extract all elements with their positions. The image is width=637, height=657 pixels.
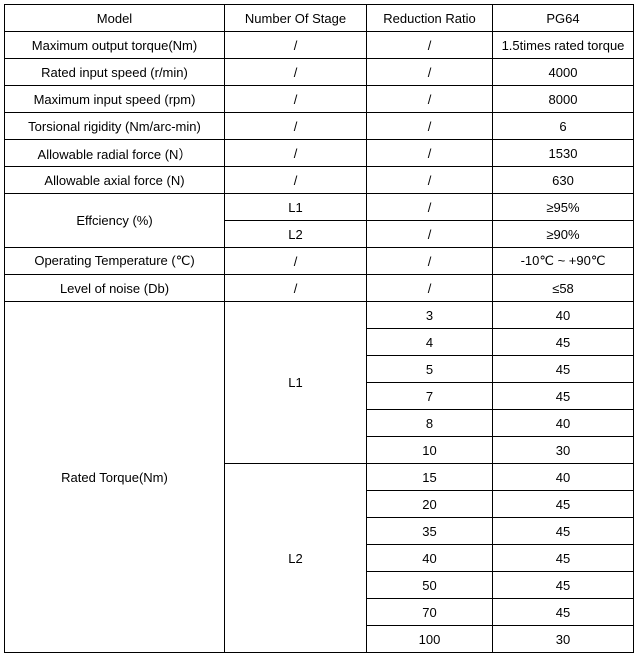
table-row: Level of noise (Db) / / ≤58: [5, 275, 634, 302]
table-row: Operating Temperature (℃) / / -10℃ ~ +90…: [5, 248, 634, 275]
row-stage: L1: [225, 194, 367, 221]
header-value: PG64: [493, 5, 634, 32]
row-label: Maximum input speed (rpm): [5, 86, 225, 113]
row-ratio: 50: [367, 572, 493, 599]
row-ratio: /: [367, 167, 493, 194]
row-label: Allowable radial force (N）: [5, 140, 225, 167]
row-ratio: /: [367, 140, 493, 167]
table-row: Maximum output torque(Nm) / / 1.5times r…: [5, 32, 634, 59]
table-row: Maximum input speed (rpm) / / 8000: [5, 86, 634, 113]
row-value: 45: [493, 329, 634, 356]
row-ratio: 35: [367, 518, 493, 545]
row-stage: /: [225, 167, 367, 194]
row-value: 8000: [493, 86, 634, 113]
row-ratio: /: [367, 221, 493, 248]
table-row: Allowable axial force (N) / / 630: [5, 167, 634, 194]
row-ratio: 70: [367, 599, 493, 626]
row-value: 45: [493, 518, 634, 545]
row-value: 45: [493, 356, 634, 383]
header-row: Model Number Of Stage Reduction Ratio PG…: [5, 5, 634, 32]
table-row: Rated Torque(Nm) L1 3 40: [5, 302, 634, 329]
row-value: 40: [493, 410, 634, 437]
row-value: ≤58: [493, 275, 634, 302]
row-label: Rated input speed (r/min): [5, 59, 225, 86]
row-ratio: 7: [367, 383, 493, 410]
row-stage: /: [225, 86, 367, 113]
row-ratio: /: [367, 59, 493, 86]
row-value: ≥95%: [493, 194, 634, 221]
stage-l1: L1: [225, 302, 367, 464]
row-ratio: /: [367, 275, 493, 302]
row-ratio: 20: [367, 491, 493, 518]
row-stage: L2: [225, 221, 367, 248]
row-stage: /: [225, 140, 367, 167]
header-ratio: Reduction Ratio: [367, 5, 493, 32]
rated-torque-label: Rated Torque(Nm): [5, 302, 225, 653]
row-label: Operating Temperature (℃): [5, 248, 225, 275]
row-value: 40: [493, 302, 634, 329]
row-stage: /: [225, 248, 367, 275]
row-ratio: 3: [367, 302, 493, 329]
row-value: 4000: [493, 59, 634, 86]
efficiency-label: Effciency (%): [5, 194, 225, 248]
table-row: Rated input speed (r/min) / / 4000: [5, 59, 634, 86]
row-value: 30: [493, 437, 634, 464]
row-stage: /: [225, 113, 367, 140]
stage-l2: L2: [225, 464, 367, 653]
row-ratio: /: [367, 32, 493, 59]
table-row: Allowable radial force (N） / / 1530: [5, 140, 634, 167]
row-value: 1.5times rated torque: [493, 32, 634, 59]
row-value: 45: [493, 545, 634, 572]
row-value: 30: [493, 626, 634, 653]
row-label: Level of noise (Db): [5, 275, 225, 302]
row-ratio: /: [367, 194, 493, 221]
row-value: 45: [493, 572, 634, 599]
row-value: 6: [493, 113, 634, 140]
row-ratio: 15: [367, 464, 493, 491]
table-row: Effciency (%) L1 / ≥95%: [5, 194, 634, 221]
row-stage: /: [225, 59, 367, 86]
row-ratio: /: [367, 86, 493, 113]
row-ratio: 5: [367, 356, 493, 383]
row-value: ≥90%: [493, 221, 634, 248]
row-ratio: 8: [367, 410, 493, 437]
spec-table: Model Number Of Stage Reduction Ratio PG…: [4, 4, 634, 653]
row-label: Torsional rigidity (Nm/arc-min): [5, 113, 225, 140]
row-stage: /: [225, 32, 367, 59]
row-value: 45: [493, 599, 634, 626]
row-stage: /: [225, 275, 367, 302]
row-ratio: 100: [367, 626, 493, 653]
table-row: Torsional rigidity (Nm/arc-min) / / 6: [5, 113, 634, 140]
row-value: -10℃ ~ +90℃: [493, 248, 634, 275]
row-ratio: /: [367, 248, 493, 275]
row-label: Allowable axial force (N): [5, 167, 225, 194]
row-value: 45: [493, 491, 634, 518]
row-ratio: 4: [367, 329, 493, 356]
header-model: Model: [5, 5, 225, 32]
row-value: 45: [493, 383, 634, 410]
row-ratio: 10: [367, 437, 493, 464]
header-stage: Number Of Stage: [225, 5, 367, 32]
row-ratio: 40: [367, 545, 493, 572]
row-label: Maximum output torque(Nm): [5, 32, 225, 59]
row-value: 630: [493, 167, 634, 194]
row-ratio: /: [367, 113, 493, 140]
row-value: 1530: [493, 140, 634, 167]
row-value: 40: [493, 464, 634, 491]
